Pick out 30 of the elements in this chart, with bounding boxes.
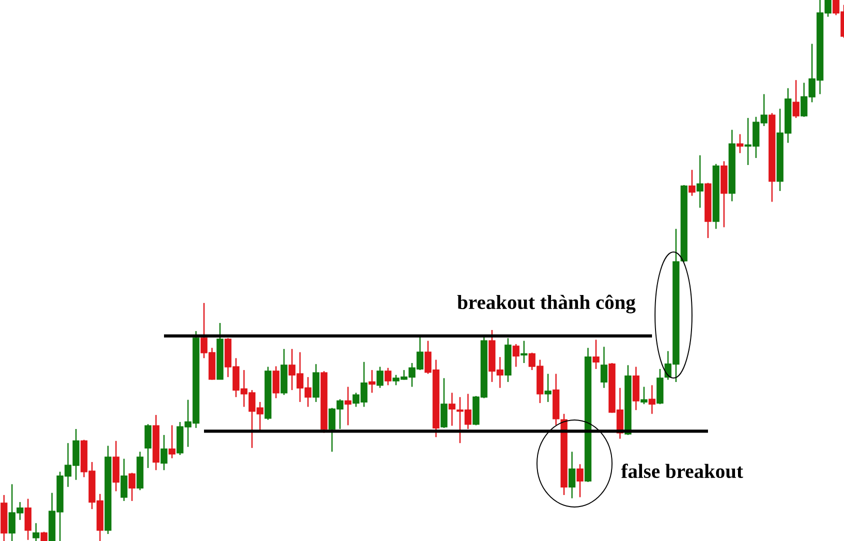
candlestick [792,79,800,119]
candlestick [440,378,448,429]
candlestick [640,386,648,405]
candlestick [544,373,552,403]
candlestick [648,384,656,414]
candlestick [592,339,600,370]
candlestick [144,424,152,469]
candlestick [576,464,584,498]
candlestick [568,451,576,499]
candlestick [160,434,168,471]
candlestick [24,498,32,541]
annotation: false breakout [621,464,744,478]
candlestick [696,154,704,208]
candlestick [512,343,520,368]
candlestick [120,458,128,502]
candlestick [448,392,456,426]
candlestick [272,366,280,399]
candlestick [32,522,40,541]
candlestick [736,134,744,154]
candlestick [688,169,696,196]
candlestick [128,472,136,502]
candlestick [40,531,48,541]
annotation: breakout thành công [457,294,636,314]
candlestick [168,424,176,459]
candlestick [520,340,528,364]
candlestick [376,366,384,389]
candlestick [600,346,608,389]
candlestick [368,369,376,394]
candlestick [344,386,352,426]
candlestick [384,367,392,386]
